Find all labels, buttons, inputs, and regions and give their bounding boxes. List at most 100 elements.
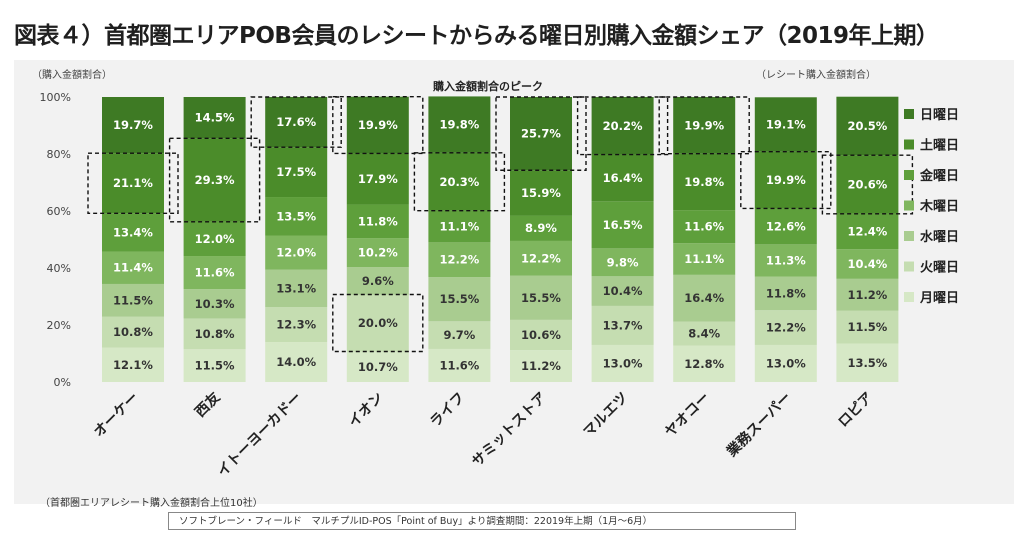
bar-segment <box>428 152 491 211</box>
data-label: 13.5% <box>276 209 316 223</box>
bar-segment <box>102 251 164 284</box>
data-label: 19.9% <box>358 118 398 132</box>
data-label: 9.8% <box>607 255 639 269</box>
bar-segment <box>754 310 817 345</box>
data-label: 15.5% <box>439 292 479 306</box>
data-label: 19.9% <box>684 118 724 132</box>
data-label: 13.1% <box>276 281 316 295</box>
bar-segment <box>510 350 572 382</box>
x-tick-label: ロピア <box>835 390 876 431</box>
legend-swatch <box>904 292 914 302</box>
data-label: 13.4% <box>113 225 153 239</box>
data-label: 20.0% <box>358 316 398 330</box>
bar-segment <box>673 210 736 244</box>
bar-segment <box>510 215 572 241</box>
data-label: 25.7% <box>521 127 561 141</box>
bar-segment <box>591 276 654 306</box>
data-label: 10.4% <box>603 284 643 298</box>
bar-segment <box>265 147 328 198</box>
peak-box <box>495 96 587 171</box>
bar-segment <box>346 96 409 154</box>
bar-segment <box>346 204 409 239</box>
bar-segment <box>265 342 328 382</box>
data-label: 11.6% <box>439 358 479 372</box>
data-label: 11.8% <box>766 286 806 300</box>
legend-label: 水曜日 <box>920 229 959 245</box>
bar-segment <box>183 318 246 350</box>
data-label: 20.3% <box>439 175 479 189</box>
peak-box <box>413 152 506 212</box>
bar-segment <box>510 97 572 171</box>
data-label: 20.5% <box>847 119 887 133</box>
data-label: 12.1% <box>113 358 153 372</box>
bar-segment <box>591 344 654 382</box>
x-tick-label: ヤオコー <box>662 390 713 441</box>
bar-segment <box>183 97 246 139</box>
peak-box <box>332 96 424 155</box>
bar-segment <box>346 267 409 295</box>
peak-box <box>87 152 179 214</box>
legend-swatch <box>904 139 914 150</box>
bar-segment <box>673 97 736 154</box>
bar-segment <box>510 275 572 320</box>
x-tick-label: サミットストア <box>469 390 550 471</box>
bar-segment <box>673 345 736 382</box>
bar-segment <box>510 170 572 216</box>
data-label: 10.3% <box>195 297 235 311</box>
bar-segment <box>754 151 817 209</box>
bar-segment <box>102 316 164 348</box>
bar-segment <box>102 97 164 154</box>
data-label: 12.0% <box>276 246 316 260</box>
right-axis-label: （レシート購入金額割合） <box>756 68 876 81</box>
data-label: 16.5% <box>603 218 643 232</box>
data-label: 11.6% <box>195 266 235 280</box>
bar-segment <box>836 213 899 250</box>
bar-segment <box>836 96 899 156</box>
bar-segment <box>183 256 246 290</box>
bar-segment <box>265 197 328 236</box>
legend-swatch <box>904 109 914 119</box>
bar-segment <box>754 344 817 382</box>
x-tick-label: イオン <box>346 390 387 431</box>
bar-segment <box>591 201 654 249</box>
data-label: 19.9% <box>766 173 806 187</box>
data-label: 15.5% <box>521 291 561 305</box>
data-label: 10.8% <box>113 325 153 339</box>
bar-segment <box>183 349 246 382</box>
peak-box <box>332 293 424 353</box>
data-label: 13.7% <box>603 318 643 332</box>
bar-segment <box>754 97 817 152</box>
source-box: ソフトブレーン・フィールド マルチプルID-POS「Point of Buy」よ… <box>168 512 796 530</box>
data-label: 12.2% <box>521 251 561 265</box>
legend-label: 木曜日 <box>919 199 959 215</box>
bar-segment <box>183 221 246 257</box>
data-label: 12.3% <box>276 318 316 332</box>
data-label: 11.1% <box>684 252 724 266</box>
bar-segment <box>836 343 899 382</box>
data-label: 11.3% <box>766 253 806 267</box>
bar-segment <box>591 305 654 345</box>
bar-segment <box>754 244 817 277</box>
legend-label: 日曜日 <box>920 108 959 123</box>
bar-segment <box>591 97 654 155</box>
bar-segment <box>428 321 491 349</box>
bar-segment <box>754 276 817 311</box>
bar-segment <box>265 307 328 343</box>
data-label: 11.5% <box>113 293 153 307</box>
bar-segment <box>836 155 899 214</box>
data-label: 13.0% <box>766 356 806 370</box>
legend-label: 月曜日 <box>919 291 959 306</box>
data-label: 14.0% <box>276 355 316 369</box>
bar-segment <box>428 348 491 382</box>
data-label: 12.2% <box>439 253 479 267</box>
legend-swatch <box>904 170 914 180</box>
bar-segment <box>428 210 491 243</box>
legend-swatch <box>904 261 914 272</box>
bar-segment <box>265 235 328 270</box>
bar-segment <box>673 243 736 275</box>
data-label: 11.8% <box>358 214 398 228</box>
data-label: 11.4% <box>113 261 153 275</box>
footnote: （首都圏エリアレシート購入金額割合上位10社） <box>40 498 263 509</box>
peak-box <box>250 96 342 148</box>
data-label: 12.8% <box>684 357 724 371</box>
